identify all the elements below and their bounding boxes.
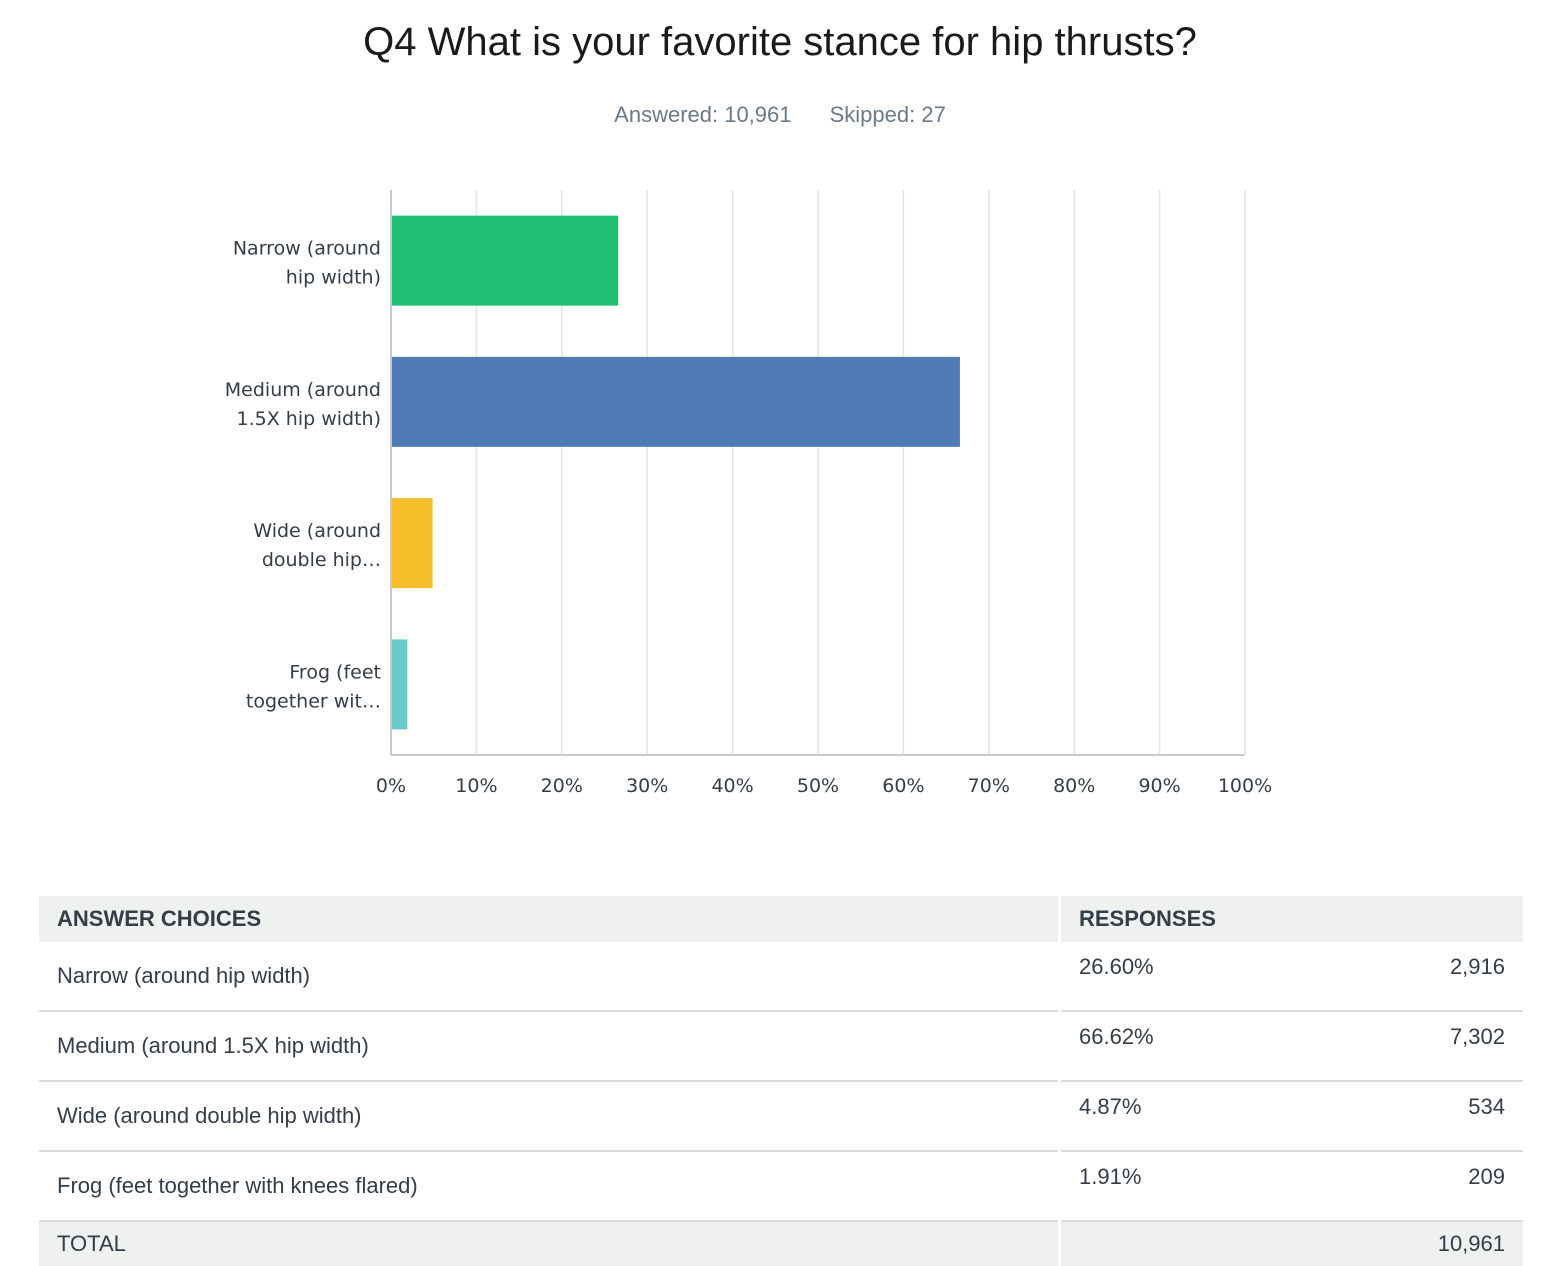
table-row: Wide (around double hip width) 4.87% 534 [39, 1081, 1523, 1152]
y-category-label: Wide (around double hip… [253, 520, 381, 571]
x-tick-label: 100% [1218, 775, 1272, 797]
responses-header: RESPONSES [1058, 896, 1523, 942]
x-tick-label: 80% [1053, 775, 1095, 797]
x-tick-label: 0% [376, 775, 406, 797]
answered-count: Answered: 10,961 [614, 102, 792, 127]
x-tick-label: 10% [455, 775, 497, 797]
total-spacer [1057, 1221, 1301, 1266]
response-stats: Answered: 10,961 Skipped: 27 [0, 102, 1560, 128]
choice-cell: Wide (around double hip width) [39, 1081, 1060, 1152]
x-tick-label: 70% [968, 775, 1010, 797]
x-tick-label: 50% [797, 775, 839, 797]
x-tick-label: 30% [626, 775, 668, 797]
skipped-count: Skipped: 27 [829, 102, 946, 127]
total-count: 10,961 [1300, 1221, 1523, 1266]
x-tick-label: 20% [541, 775, 583, 797]
answer-choices-header: ANSWER CHOICES [39, 896, 1060, 942]
table-header-row: ANSWER CHOICES RESPONSES [39, 896, 1523, 942]
x-tick-label: 60% [882, 775, 924, 797]
total-row: TOTAL 10,961 [39, 1221, 1523, 1266]
percent-cell: 4.87% [1057, 1081, 1301, 1152]
y-category-label: Narrow (around hip width) [233, 238, 381, 289]
table-row: Medium (around 1.5X hip width) 66.62% 7,… [39, 1011, 1523, 1082]
bar [392, 639, 408, 730]
bar [392, 498, 433, 589]
count-cell: 534 [1300, 1081, 1523, 1152]
count-cell: 209 [1300, 1151, 1523, 1222]
y-category-label: Frog (feet together wit… [246, 661, 381, 712]
table-row: Frog (feet together with knees flared) 1… [39, 1151, 1523, 1222]
bar-chart: 0% 10% 20% 30% 40% 50% 60% 70% 80% 90% 100% Narrow … [225, 190, 1272, 797]
percent-cell: 1.91% [1057, 1151, 1301, 1222]
x-tick-label: 90% [1138, 775, 1180, 797]
choice-cell: Narrow (around hip width) [39, 942, 1060, 1012]
choice-cell: Medium (around 1.5X hip width) [39, 1011, 1060, 1082]
percent-cell: 26.60% [1057, 942, 1301, 1012]
responses-table: ANSWER CHOICES RESPONSES Narrow (around … [39, 896, 1523, 1266]
count-cell: 2,916 [1300, 942, 1523, 1012]
x-tick-label: 40% [711, 775, 753, 797]
total-label: TOTAL [39, 1221, 1060, 1266]
bar [392, 215, 619, 306]
count-cell: 7,302 [1300, 1011, 1523, 1082]
table-row: Narrow (around hip width) 26.60% 2,916 [39, 942, 1523, 1012]
bar [392, 356, 960, 447]
choice-cell: Frog (feet together with knees flared) [39, 1151, 1060, 1222]
y-category-label: Medium (around 1.5X hip width) [225, 379, 381, 430]
percent-cell: 66.62% [1057, 1011, 1301, 1082]
chart-title: Q4 What is your favorite stance for hip … [363, 20, 1197, 64]
